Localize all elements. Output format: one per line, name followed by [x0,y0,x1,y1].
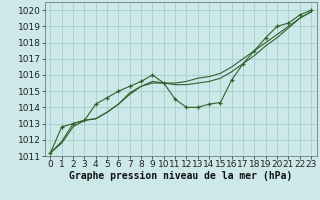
X-axis label: Graphe pression niveau de la mer (hPa): Graphe pression niveau de la mer (hPa) [69,171,292,181]
